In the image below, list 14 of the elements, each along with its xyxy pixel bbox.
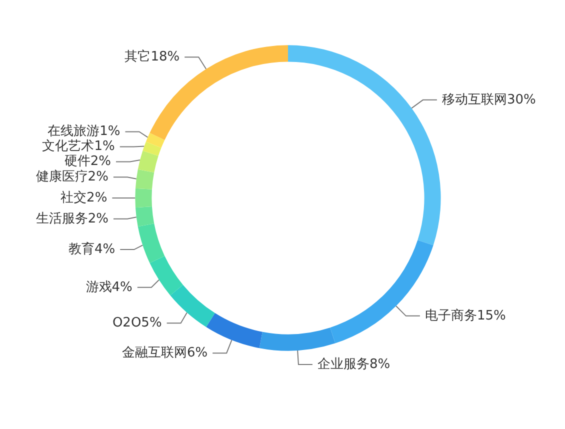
slice-label: 硬件2% [64,154,111,170]
slice-label: 企业服务8% [317,356,390,372]
slice-label: 文化艺术1% [42,139,115,154]
slice-label: O2O5% [112,316,162,331]
slice-label: 社交2% [60,189,108,206]
slice-label: 健康医疗2% [36,170,108,185]
slice-label: 生活服务2% [36,211,108,226]
slice-label: 电子商务15% [424,308,506,324]
slice-label: 在线旅游1% [48,124,120,140]
slice-label: 金融互联网6% [122,346,208,361]
slice-label: 移动互联网30% [442,92,536,108]
slice-label: 游戏4% [86,280,132,295]
slice-label: 其它18% [124,48,180,65]
slice-label: 教育4% [68,241,116,258]
